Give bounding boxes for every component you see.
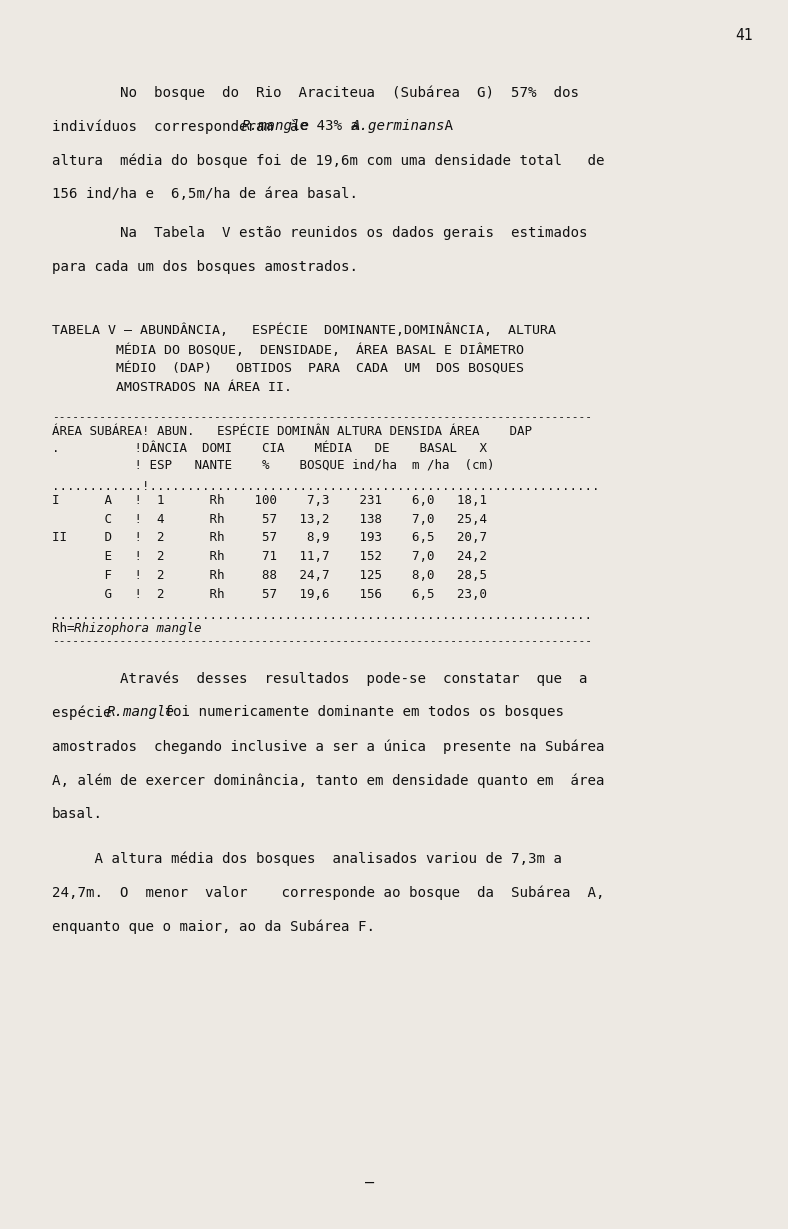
Text: AMOSTRADOS NA ÁREA II.: AMOSTRADOS NA ÁREA II.	[52, 381, 292, 395]
Text: altura  média do bosque foi de 19,6m com uma densidade total   de: altura média do bosque foi de 19,6m com …	[52, 152, 604, 167]
Text: MÉDIO  (DAP)   OBTIDOS  PARA  CADA  UM  DOS BOSQUES: MÉDIO (DAP) OBTIDOS PARA CADA UM DOS BOS…	[52, 363, 524, 375]
Text: ÁREA SUBÁREA! ABUN.   ESPÉCIE DOMINÂN ALTURA DENSIDA ÁREA    DAP: ÁREA SUBÁREA! ABUN. ESPÉCIE DOMINÂN ALTU…	[52, 425, 532, 438]
Text: 24,7m.  O  menor  valor    corresponde ao bosque  da  Subárea  A,: 24,7m. O menor valor corresponde ao bosq…	[52, 885, 604, 900]
Text: Rhizophora mangle: Rhizophora mangle	[73, 622, 201, 635]
Text: ! ESP   NANTE    %    BOSQUE ind/ha  m /ha  (cm): ! ESP NANTE % BOSQUE ind/ha m /ha (cm)	[52, 458, 495, 472]
Text: R.mangle: R.mangle	[107, 705, 175, 719]
Text: Na  Tabela  V estão reunidos os dados gerais  estimados: Na Tabela V estão reunidos os dados gera…	[120, 226, 588, 240]
Text: A altura média dos bosques  analisados variou de 7,3m a: A altura média dos bosques analisados va…	[52, 852, 562, 865]
Text: indivíduos  corresponderam  à: indivíduos corresponderam à	[52, 119, 315, 134]
Text: E   !  2      Rh     71   11,7    152    7,0   24,2: E ! 2 Rh 71 11,7 152 7,0 24,2	[52, 551, 487, 563]
Text: foi numericamente dominante em todos os bosques: foi numericamente dominante em todos os …	[156, 705, 564, 719]
Text: amostrados  chegando inclusive a ser a única  presente na Subárea: amostrados chegando inclusive a ser a ún…	[52, 739, 604, 753]
Text: No  bosque  do  Rio  Araciteua  (Subárea  G)  57%  dos: No bosque do Rio Araciteua (Subárea G) 5…	[120, 85, 579, 100]
Text: basal.: basal.	[52, 807, 103, 821]
Text: C   !  4      Rh     57   13,2    138    7,0   25,4: C ! 4 Rh 57 13,2 138 7,0 25,4	[52, 512, 487, 526]
Text: Através  desses  resultados  pode-se  constatar  que  a: Através desses resultados pode-se consta…	[120, 671, 588, 686]
Text: F   !  2      Rh     88   24,7    125    8,0   28,5: F ! 2 Rh 88 24,7 125 8,0 28,5	[52, 569, 487, 581]
Text: R.mangle: R.mangle	[242, 119, 310, 133]
Text: A, além de exercer dominância, tanto em densidade quanto em  área: A, além de exercer dominância, tanto em …	[52, 773, 604, 788]
Text: .  A: . A	[419, 119, 453, 133]
Text: e 43% a: e 43% a	[291, 119, 376, 133]
Text: .          !DÂNCIA  DOMI    CIA    MÉDIA   DE    BASAL   X: . !DÂNCIA DOMI CIA MÉDIA DE BASAL X	[52, 442, 487, 455]
Text: ........................................................................: ........................................…	[52, 610, 592, 622]
Text: MÉDIA DO BOSQUE,  DENSIDADE,  ÁREA BASAL E DIÂMETRO: MÉDIA DO BOSQUE, DENSIDADE, ÁREA BASAL E…	[52, 343, 524, 356]
Text: II     D   !  2      Rh     57    8,9    193    6,5   20,7: II D ! 2 Rh 57 8,9 193 6,5 20,7	[52, 531, 487, 544]
Text: espécie: espécie	[52, 705, 128, 720]
Text: para cada um dos bosques amostrados.: para cada um dos bosques amostrados.	[52, 261, 358, 274]
Text: 156 ind/ha e  6,5m/ha de área basal.: 156 ind/ha e 6,5m/ha de área basal.	[52, 187, 358, 202]
Text: G   !  2      Rh     57   19,6    156    6,5   23,0: G ! 2 Rh 57 19,6 156 6,5 23,0	[52, 587, 487, 601]
Text: enquanto que o maior, ao da Subárea F.: enquanto que o maior, ao da Subárea F.	[52, 919, 375, 934]
Text: --------------------------------------------------------------------------------: ----------------------------------------…	[52, 412, 592, 422]
Text: A.germinans: A.germinans	[352, 119, 445, 133]
Text: Rh=: Rh=	[52, 622, 82, 635]
Text: —: —	[366, 1175, 374, 1190]
Text: --------------------------------------------------------------------------------: ----------------------------------------…	[52, 637, 592, 646]
Text: TABELA V – ABUNDÂNCIA,   ESPÉCIE  DOMINANTE,DOMINÂNCIA,  ALTURA: TABELA V – ABUNDÂNCIA, ESPÉCIE DOMINANTE…	[52, 324, 556, 338]
Text: ............!............................................................: ............!...........................…	[52, 481, 600, 493]
Text: 41: 41	[735, 28, 753, 43]
Text: I      A   !  1      Rh    100    7,3    231    6,0   18,1: I A ! 1 Rh 100 7,3 231 6,0 18,1	[52, 494, 487, 508]
